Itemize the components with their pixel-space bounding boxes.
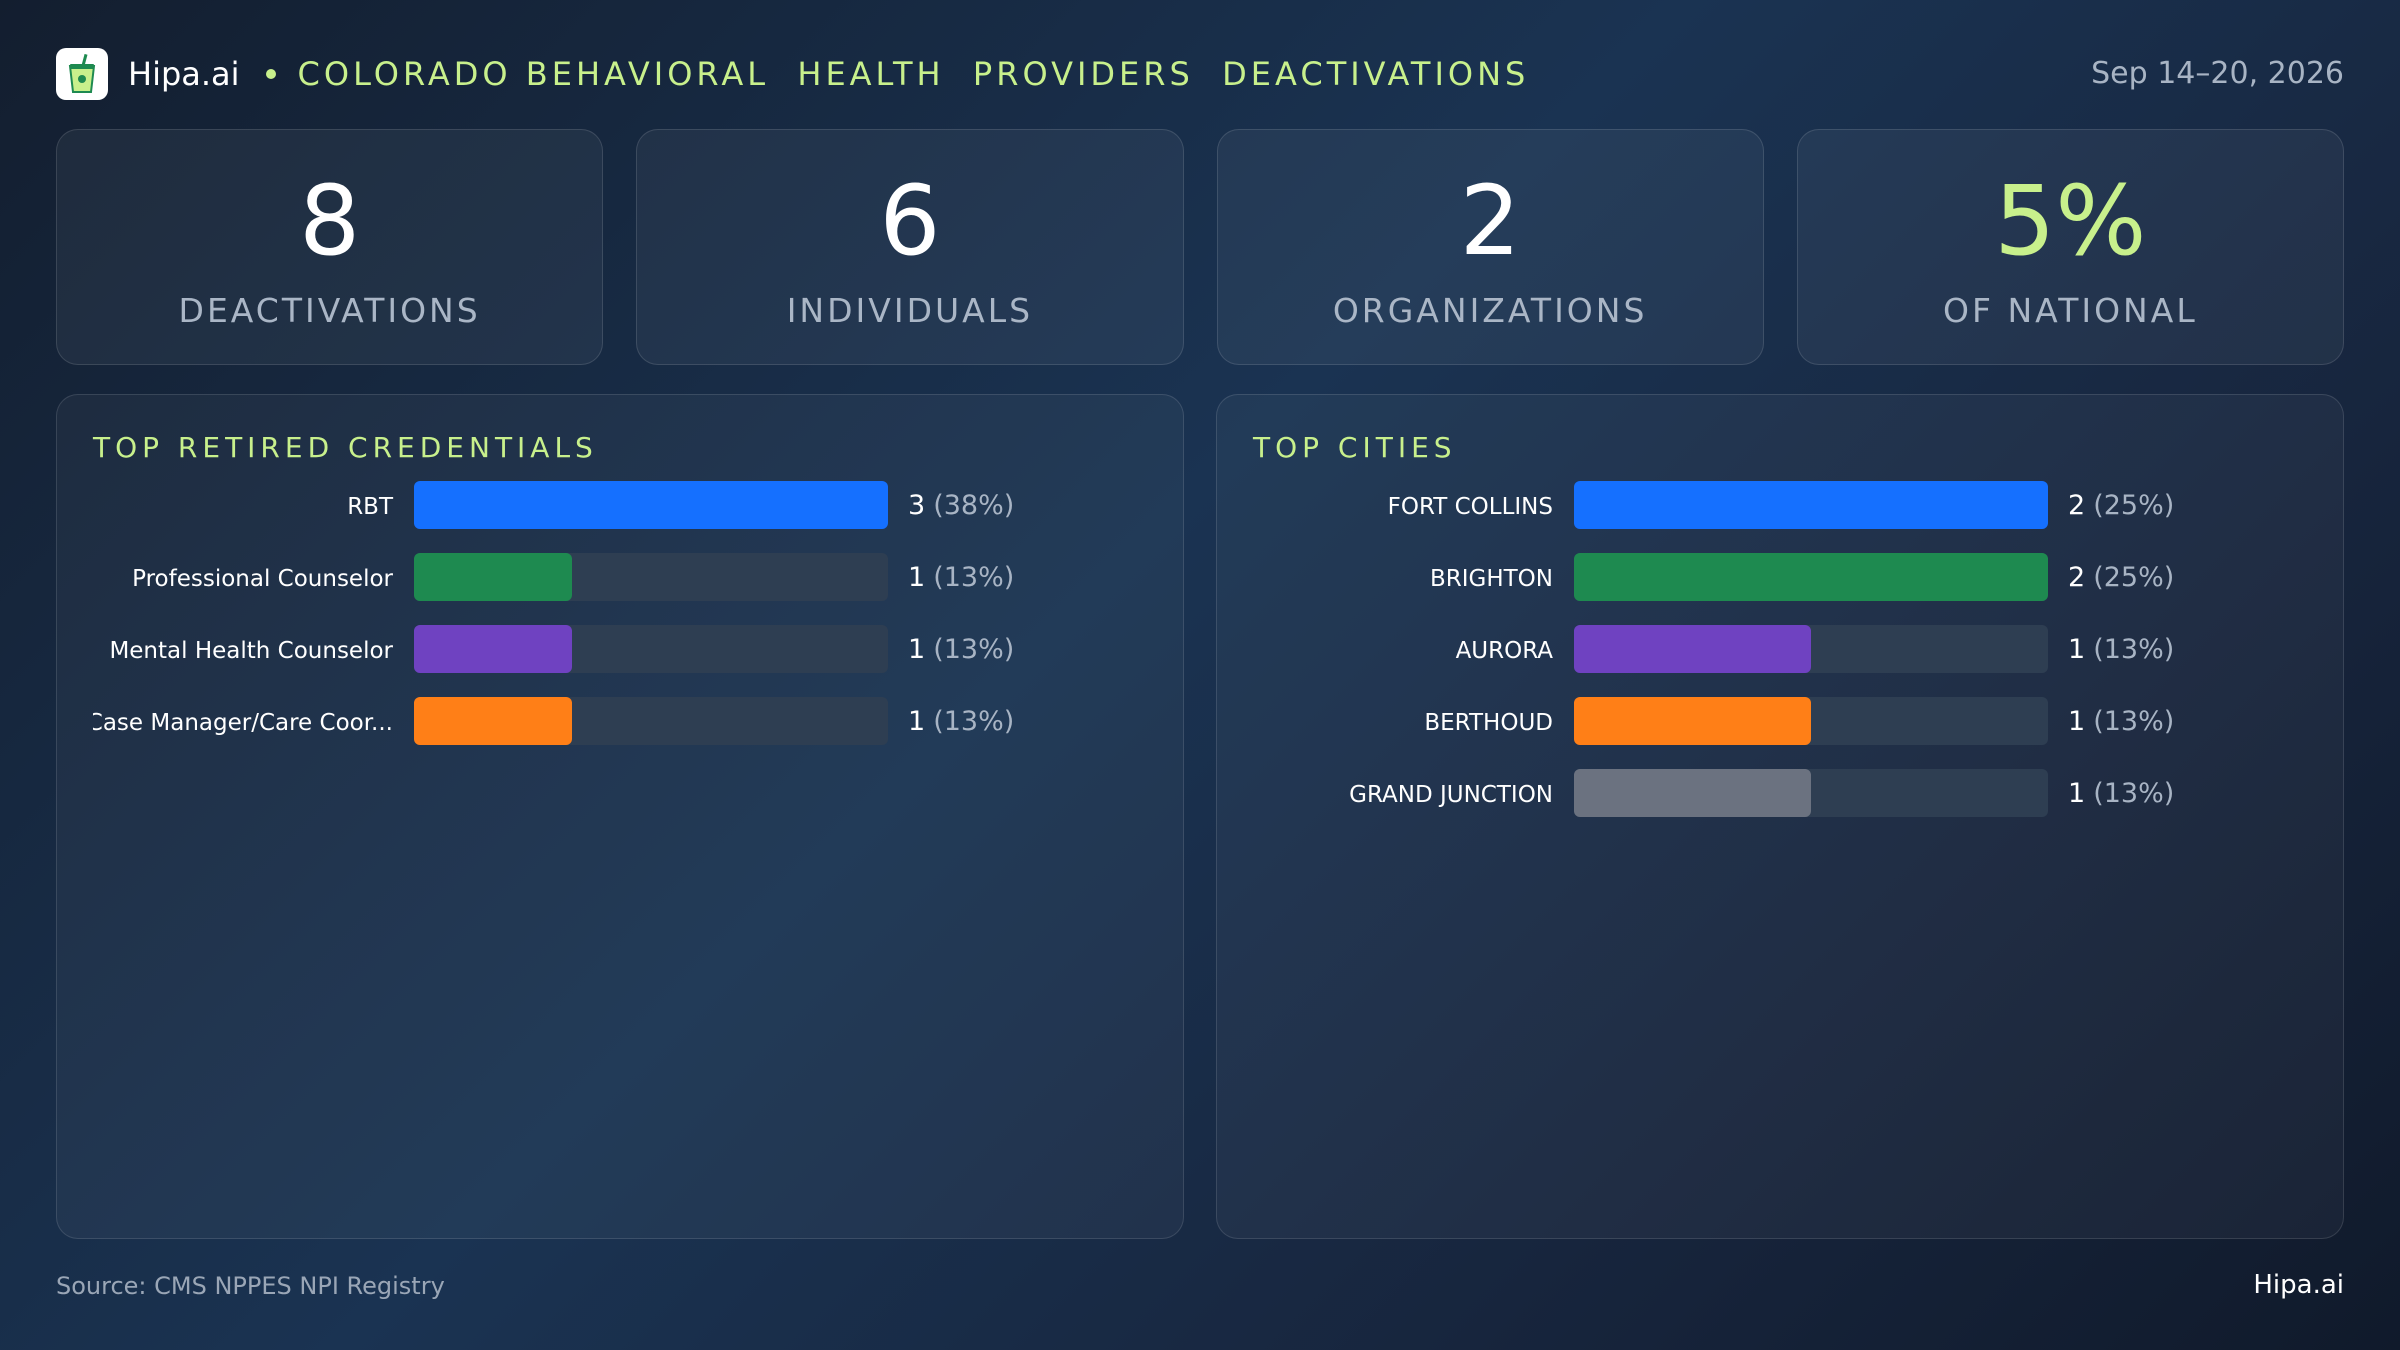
kpi-value: 2	[1459, 164, 1521, 277]
cities-bar-chart: FORT COLLINS 2 (25%) BRIGHTON 2 (25%) AURORA 1(…	[1349, 481, 2174, 817]
kpi-label: DEACTIVATIONS	[178, 290, 481, 330]
kpi-card-individuals: 6 INDIVIDUALS	[636, 129, 1184, 365]
kpi-label: OF NATIONAL	[1943, 290, 2198, 330]
category-label: GRAND JUNCTION	[1349, 782, 1553, 808]
cup-with-straw-icon	[56, 48, 108, 100]
kpi-card-organizations: 2 ORGANIZATIONS	[1216, 129, 1764, 365]
category-label: Mental Health Counselor	[109, 638, 393, 664]
value-label: 3 (38%)	[908, 490, 1014, 521]
page-title: COLORADO BEHAVIORAL HEALTH PROVIDERS DEA…	[297, 55, 1530, 93]
category-label: FORT COLLINS	[1388, 494, 1553, 520]
cities-panel: TOP CITIES FORT COLLINS 2 (25%) BRIGHTON 2 (2…	[1216, 394, 2344, 1239]
bar	[1574, 553, 2048, 601]
value-label: 1 (13%)	[908, 706, 1014, 737]
credentials-bar-chart: RBT 3 (38%) Professional Counselor 1 (13%) Men…	[87, 481, 1014, 745]
category-label: AURORA	[1456, 638, 1554, 664]
value-label: 1 (13%)	[2068, 634, 2174, 665]
bar	[414, 481, 888, 529]
credentials-panel: TOP RETIRED CREDENTIALS RBT 3 (38%) Profess…	[56, 394, 1184, 1239]
category-label: Professional Counselor	[132, 566, 393, 592]
value-label: 1 (13%)	[2068, 706, 2174, 737]
bar	[1574, 481, 2048, 529]
category-label: BERTHOUD	[1424, 710, 1553, 736]
bar	[414, 697, 572, 745]
value-label: 2 (25%)	[2068, 490, 2174, 521]
kpi-value: 6	[879, 164, 941, 277]
source-note: Source: CMS NPPES NPI Registry	[56, 1272, 445, 1300]
brand-name: Hipa.ai	[128, 55, 240, 93]
kpi-label: INDIVIDUALS	[786, 290, 1034, 330]
separator-dot	[265, 69, 276, 79]
bar	[414, 553, 572, 601]
value-label: 1 (13%)	[908, 562, 1014, 593]
kpi-value: 8	[299, 164, 361, 277]
date-range: Sep 14–20, 2026	[2091, 56, 2344, 91]
footer-brand: Hipa.ai	[2253, 1270, 2344, 1300]
value-label: 2 (25%)	[2068, 562, 2174, 593]
category-label: Case Manager/Care Coor...	[87, 710, 393, 736]
bar	[1574, 769, 1811, 817]
value-label: 1 (13%)	[2068, 778, 2174, 809]
panel-title: TOP CITIES	[1253, 431, 1457, 464]
bar	[1574, 697, 1811, 745]
kpi-row: 8 DEACTIVATIONS 6 INDIVIDUALS 2 ORGANIZA…	[56, 129, 2344, 365]
kpi-label: ORGANIZATIONS	[1332, 290, 1648, 330]
kpi-card-deactivations: 8 DEACTIVATIONS	[56, 129, 604, 365]
kpi-card-national-share: 5% OF NATIONAL	[1796, 129, 2344, 365]
bar	[414, 625, 572, 673]
bar	[1574, 625, 1811, 673]
header: Hipa.ai COLORADO BEHAVIORAL HEALTH PROVI…	[56, 46, 2344, 102]
category-label: RBT	[347, 494, 394, 520]
panel-title: TOP RETIRED CREDENTIALS	[93, 431, 598, 464]
category-label: BRIGHTON	[1430, 566, 1553, 592]
value-label: 1 (13%)	[908, 634, 1014, 665]
kpi-value: 5%	[1994, 164, 2147, 277]
